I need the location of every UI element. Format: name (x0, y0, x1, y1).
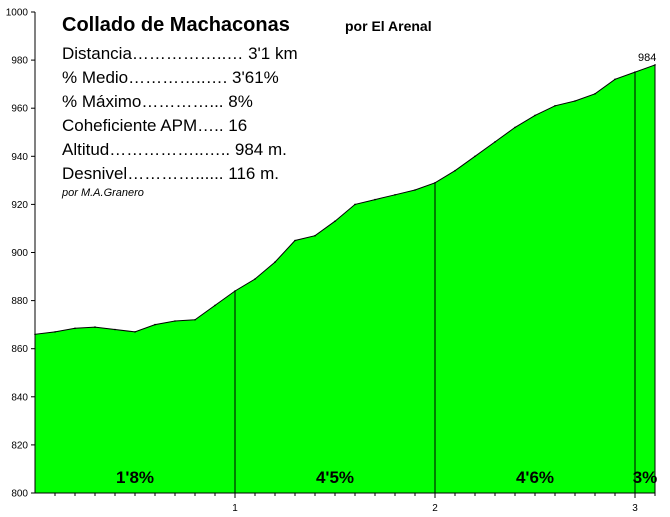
chart-subtitle: por El Arenal (345, 18, 432, 34)
segment-gradient-label: 4'5% (316, 468, 354, 487)
y-tick-label: 860 (11, 344, 28, 355)
profile-point (94, 326, 96, 328)
profile-point (574, 100, 576, 102)
segment-dividers (234, 72, 636, 493)
x-tick-label: 2 (432, 503, 438, 514)
profile-point (514, 126, 516, 129)
stat-distance: Distancia……………..… 3'1 km (62, 44, 298, 63)
y-tick-label: 980 (11, 56, 28, 67)
y-tick-label: 960 (11, 104, 28, 115)
profile-point (374, 198, 376, 201)
profile-point (494, 141, 496, 143)
axes: 800 820 840 860 880 900 920 940 960 980 1000 1 2 3 (6, 8, 656, 514)
profile-point (474, 155, 476, 158)
y-tick-label: 820 (11, 440, 28, 451)
chart-author: por M.A.Granero (61, 187, 144, 199)
y-tick-label: 900 (11, 248, 28, 259)
profile-point (174, 320, 176, 322)
chart-title: Collado de Machaconas (62, 14, 290, 36)
profile-point (594, 93, 596, 95)
segment-gradient-label: 4'6% (516, 468, 554, 487)
profile-point (334, 220, 336, 222)
profile-point (54, 331, 56, 333)
profile-point (294, 239, 296, 242)
profile-point (154, 323, 156, 326)
profile-point (254, 278, 256, 280)
profile-point (354, 203, 356, 206)
stat-altitude: Altitud……………..….. 984 m. (62, 140, 287, 159)
peak-altitude-label: 984 (638, 52, 656, 64)
y-tick-label: 800 (11, 489, 28, 500)
profile-point (114, 328, 116, 331)
stat-apm-coefficient: Coheficiente APM….. 16 (62, 116, 247, 135)
stat-average-grade: % Medio…………..…. 3'61% (62, 68, 279, 87)
y-tick-label: 880 (11, 296, 28, 307)
y-tick-label: 840 (11, 392, 28, 403)
profile-point (554, 105, 556, 107)
profile-point (394, 194, 396, 196)
profile-point (214, 304, 216, 307)
profile-point (654, 64, 656, 66)
y-tick-label: 920 (11, 200, 28, 211)
x-tick-label: 3 (632, 503, 638, 514)
profile-point (614, 78, 616, 81)
segment-gradient-label: 3% (633, 468, 658, 487)
stat-elevation-gain: Desnivel…………...... 116 m. (62, 164, 279, 183)
profile-point (534, 114, 536, 117)
segment-gradient-labels: 1'8% 4'5% 4'6% 3% (116, 468, 657, 487)
profile-point (454, 169, 456, 172)
profile-point (74, 327, 76, 330)
profile-area-layer (34, 64, 656, 494)
x-tick-label: 1 (232, 503, 238, 514)
profile-point (414, 189, 416, 191)
profile-point (194, 319, 196, 321)
y-tick-label: 1000 (6, 8, 29, 19)
y-tick-label: 940 (11, 152, 28, 163)
profile-point (134, 331, 136, 333)
profile-point (314, 234, 316, 237)
stat-max-grade: % Máximo…………... 8% (62, 92, 253, 111)
profile-point (274, 261, 276, 263)
segment-gradient-label: 1'8% (116, 468, 154, 487)
